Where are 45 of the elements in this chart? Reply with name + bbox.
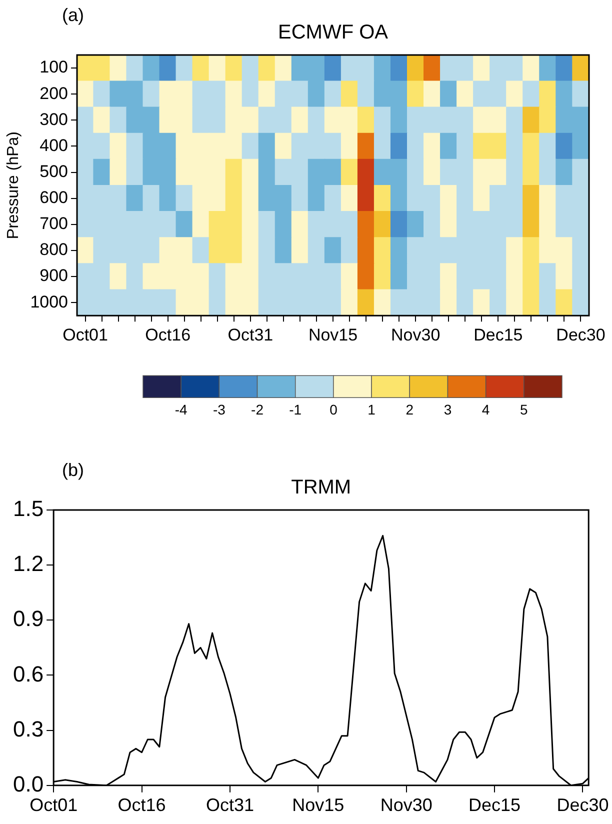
x-tick-label: Nov30	[380, 795, 432, 816]
x-tick-label: Dec15	[474, 325, 523, 344]
y-tick-label: 500	[40, 162, 68, 181]
x-tick-label: Nov15	[292, 795, 344, 816]
color-bar-label: 5	[520, 401, 528, 418]
color-bar-label: -2	[251, 401, 264, 418]
color-bar-label: 4	[482, 401, 490, 418]
y-tick-label: 1.2	[12, 551, 44, 576]
color-bar-label: 1	[368, 401, 376, 418]
x-tick-label: Oct01	[30, 795, 78, 816]
y-tick-label: 1.5	[12, 496, 44, 522]
x-tick-label: Dec30	[556, 325, 606, 344]
color-bar-label: 2	[406, 401, 414, 418]
color-bar-label: -1	[289, 401, 302, 418]
color-bar-label: -4	[174, 401, 188, 418]
y-tick-label: 400	[40, 136, 68, 155]
x-tick-label: Oct31	[206, 795, 254, 816]
y-tick-label: 100	[40, 58, 68, 77]
y-tick-label: 800	[40, 240, 68, 260]
chart-title: TRMM	[291, 476, 352, 499]
x-tick-label: Dec15	[468, 795, 521, 816]
text: (b)	[62, 460, 84, 480]
y-tick-label: 1000	[30, 292, 68, 312]
color-bar-label: 3	[444, 401, 452, 418]
y-tick-label: 0.3	[12, 716, 44, 742]
y-tick-label: 0.0	[12, 771, 44, 796]
y-tick-label: 0.6	[12, 661, 44, 686]
x-tick-label: Dec30	[556, 795, 609, 816]
y-tick-label: 0.9	[12, 606, 44, 632]
x-tick-label: Oct31	[228, 325, 274, 344]
y-axis-title: Pressure (hPa)	[5, 132, 22, 240]
y-tick-label: 900	[40, 266, 68, 286]
y-tick-label: 700	[40, 214, 68, 234]
text: (a)	[62, 4, 84, 25]
y-tick-label: 600	[40, 188, 68, 208]
x-tick-label: Nov30	[391, 325, 440, 344]
y-tick-label: 300	[40, 110, 68, 129]
x-tick-label: Oct16	[118, 795, 166, 816]
chart-title: ECMWF OA	[278, 22, 389, 44]
x-tick-label: Oct16	[145, 325, 191, 344]
x-tick-label: Oct01	[62, 325, 108, 344]
y-tick-label: 200	[40, 84, 68, 103]
color-bar-label: 0	[330, 401, 338, 418]
x-tick-label: Nov15	[308, 325, 358, 344]
color-bar-label: -3	[212, 401, 226, 418]
